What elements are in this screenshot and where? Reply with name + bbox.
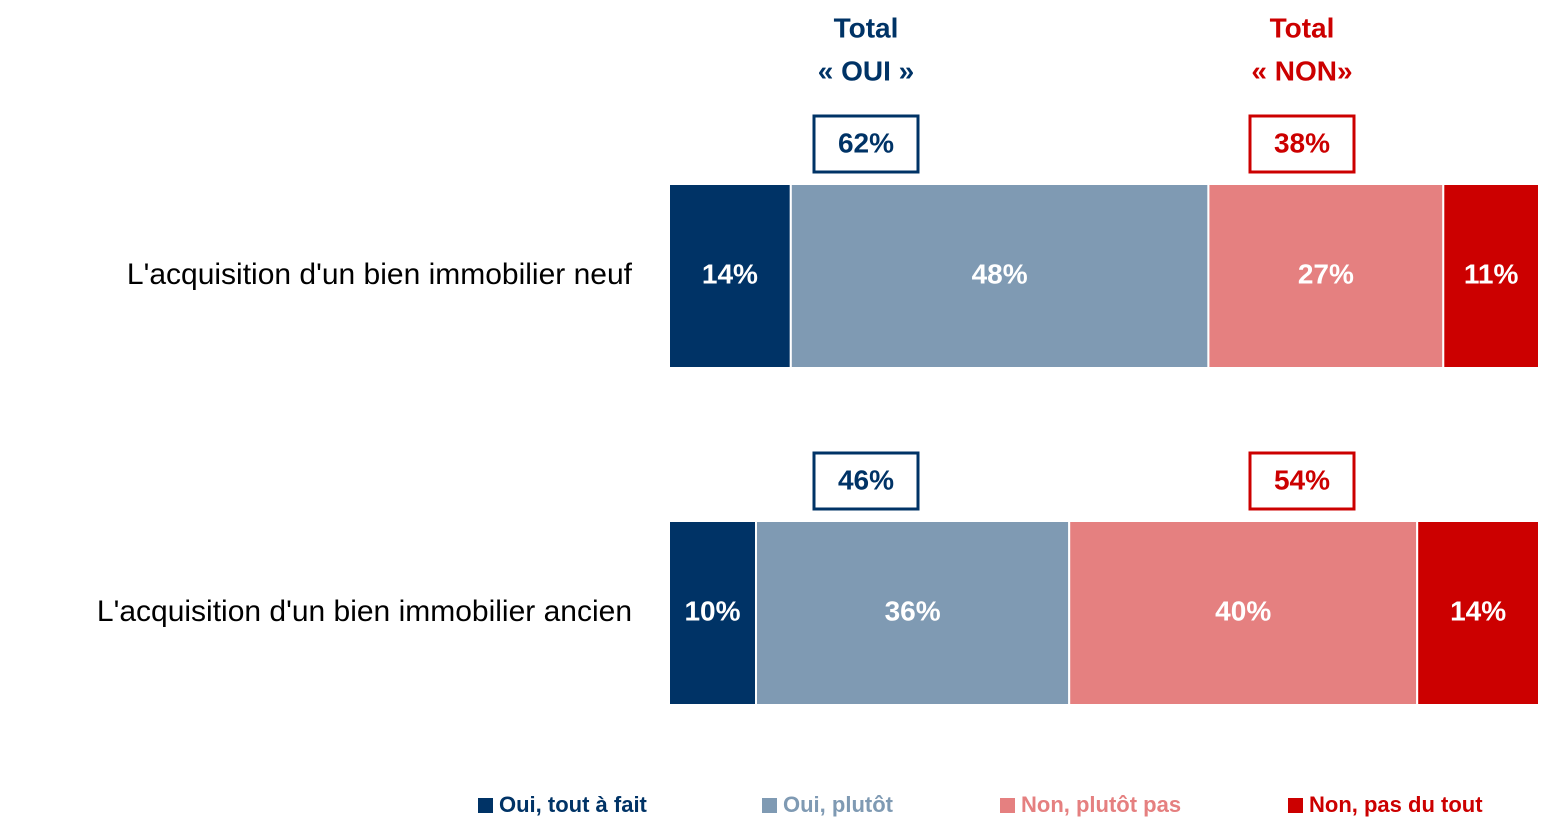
value-label: 36% bbox=[885, 595, 941, 626]
bar-segment bbox=[1416, 520, 1540, 706]
legend-swatch bbox=[478, 798, 493, 813]
total-box bbox=[1248, 451, 1356, 511]
legend-swatch bbox=[1288, 798, 1303, 813]
total-title: Total bbox=[1270, 12, 1335, 43]
category-label: L'acquisition d'un bien immobilier neuf bbox=[127, 258, 633, 291]
value-label: 48% bbox=[972, 258, 1028, 289]
total-label: 38% bbox=[1274, 127, 1330, 158]
value-label: 11% bbox=[1464, 258, 1519, 289]
category-label: L'acquisition d'un bien immobilier ancie… bbox=[97, 595, 632, 628]
legend-label: Non, plutôt pas bbox=[1021, 792, 1181, 817]
legend-swatch bbox=[762, 798, 777, 813]
bar-segment bbox=[668, 520, 757, 706]
value-label: 14% bbox=[702, 258, 758, 289]
bar-segment bbox=[1068, 520, 1419, 706]
total-box bbox=[812, 114, 920, 174]
bar-segment bbox=[789, 183, 1210, 369]
total-label: 54% bbox=[1274, 464, 1330, 495]
total-label: 62% bbox=[838, 127, 894, 158]
legend-label: Oui, tout à fait bbox=[499, 792, 648, 817]
value-label: 40% bbox=[1215, 595, 1271, 626]
total-title: « NON» bbox=[1251, 55, 1352, 86]
total-title: « OUI » bbox=[818, 55, 914, 86]
value-label: 10% bbox=[684, 595, 740, 626]
value-label: 14% bbox=[1450, 595, 1506, 626]
bar-segment bbox=[668, 183, 792, 369]
bar-segment bbox=[1207, 183, 1445, 369]
value-label: 27% bbox=[1298, 258, 1354, 289]
total-box bbox=[812, 451, 920, 511]
legend-label: Non, pas du tout bbox=[1309, 792, 1483, 817]
total-box bbox=[1248, 114, 1356, 174]
legend-swatch bbox=[1000, 798, 1015, 813]
total-title: Total bbox=[834, 12, 899, 43]
legend-label: Oui, plutôt bbox=[783, 792, 894, 817]
total-label: 46% bbox=[838, 464, 894, 495]
bar-segment bbox=[1442, 183, 1541, 369]
bar-segment bbox=[755, 520, 1071, 706]
